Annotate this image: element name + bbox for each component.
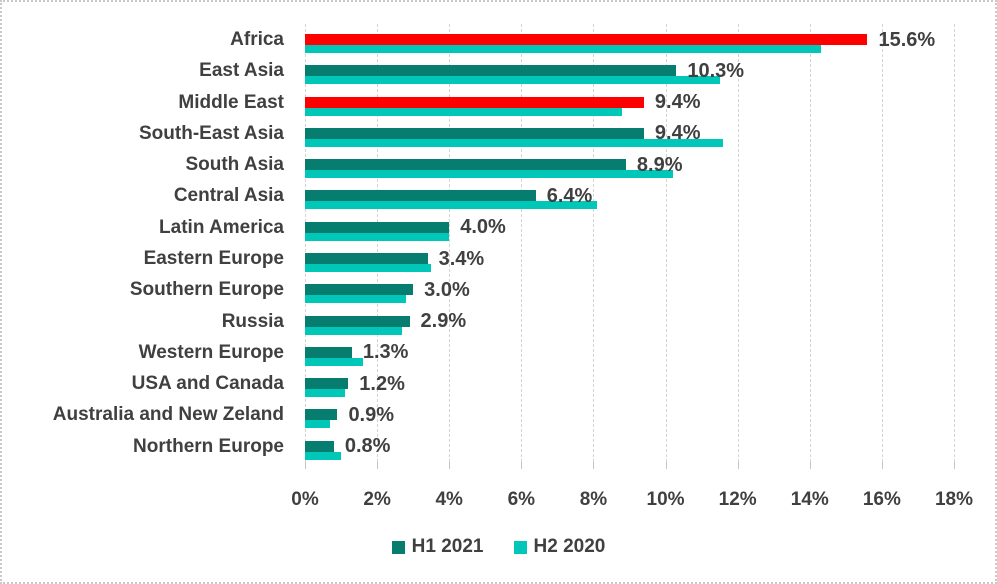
category-label: Western Europe: [138, 341, 284, 363]
data-label: 9.4%: [654, 91, 701, 114]
x-axis-tick: [449, 462, 451, 469]
gridline: [593, 24, 595, 462]
bar-h2-2020: [305, 138, 724, 147]
bar-h1-2021: [305, 221, 450, 233]
category-label: Central Asia: [173, 185, 284, 207]
x-axis-tick-label: 12%: [718, 489, 757, 510]
data-label: 10.3%: [687, 59, 745, 82]
data-label: 3.0%: [424, 278, 470, 301]
x-axis-tick-label: 16%: [862, 489, 901, 510]
data-label: 2.9%: [420, 310, 467, 333]
category-label: South Asia: [185, 154, 284, 176]
gridline: [954, 24, 955, 462]
category-label: Eastern Europe: [143, 248, 284, 269]
gridline: [809, 24, 811, 462]
gridline: [305, 24, 306, 462]
x-axis-tick: [593, 462, 595, 469]
x-axis-tick: [305, 462, 306, 469]
bar-h2-2020: [305, 107, 623, 116]
x-axis-tick: [665, 462, 667, 469]
bar-h1-2021: [305, 378, 349, 390]
x-axis-tick: [954, 462, 955, 469]
x-axis-tick-label: 2%: [363, 489, 391, 510]
bar-h1-2021: [305, 65, 677, 77]
category-label: Latin America: [159, 216, 284, 238]
bar-h2-2020: [305, 420, 331, 429]
x-axis-tick-label: 8%: [579, 489, 608, 510]
bar-h2-2020: [305, 170, 673, 179]
x-axis-tick: [881, 462, 883, 469]
bar-h1-2021: [305, 409, 338, 421]
bar-h2-2020: [305, 264, 432, 272]
category-label: South-East Asia: [139, 122, 284, 144]
legend-item-h1-2021: H1 2021: [391, 536, 484, 558]
legend-label-h2-2020: H2 2020: [533, 536, 606, 557]
bar-h2-2020: [305, 201, 598, 210]
bar-h2-2020: [305, 45, 821, 53]
x-axis-tick-label: 6%: [507, 489, 536, 510]
category-label: Australia and New Zeland: [52, 404, 284, 426]
x-axis-tick-label: 10%: [646, 489, 685, 510]
data-label: 1.3%: [362, 341, 409, 364]
data-label: 0.8%: [344, 435, 391, 458]
category-label: Northern Europe: [133, 435, 284, 457]
x-axis-tick: [377, 462, 379, 469]
x-axis-tick: [809, 462, 811, 469]
bar-h1-2021: [305, 346, 352, 358]
gridline: [449, 24, 451, 462]
bar-h2-2020: [305, 389, 345, 398]
x-axis-tick-label: 0%: [291, 489, 319, 510]
bar-h1-2021: [305, 34, 868, 45]
gridline: [665, 24, 667, 462]
data-label: 8.9%: [636, 153, 683, 176]
legend-label-h1-2021: H1 2021: [411, 536, 484, 557]
bar-h1-2021: [305, 253, 428, 264]
category-label: Africa: [230, 29, 284, 50]
category-label: USA and Canada: [131, 373, 284, 395]
data-label: 3.4%: [438, 247, 485, 270]
legend-swatch-h2-2020: [513, 540, 527, 554]
bar-h1-2021: [305, 284, 414, 296]
data-label: 6.4%: [546, 184, 593, 207]
bar-h2-2020: [305, 232, 450, 241]
bar-h1-2021: [305, 190, 536, 202]
legend: H1 2021 H2 2020: [2, 536, 995, 558]
bar-h1-2021: [305, 127, 644, 139]
x-axis-tick: [521, 462, 523, 469]
data-label: 4.0%: [460, 216, 506, 239]
bar-h2-2020: [305, 326, 403, 335]
bar-h2-2020: [305, 451, 342, 460]
category-label: Southern Europe: [129, 279, 284, 301]
bar-h1-2021: [305, 315, 410, 327]
x-axis-tick-label: 18%: [934, 489, 974, 510]
bar-h1-2021: [305, 159, 626, 171]
category-label: Russia: [221, 310, 284, 332]
data-label: 1.2%: [359, 372, 405, 395]
bar-h1-2021: [305, 440, 334, 452]
gridline: [521, 24, 523, 462]
legend-item-h2-2020: H2 2020: [513, 536, 606, 558]
data-label: 9.4%: [654, 122, 701, 145]
legend-swatch-h1-2021: [391, 540, 405, 554]
category-label: East Asia: [199, 60, 284, 82]
x-axis-tick-label: 14%: [790, 489, 829, 510]
gridline: [377, 24, 379, 462]
data-label: 15.6%: [878, 28, 936, 51]
gridline: [881, 24, 883, 462]
x-axis-tick: [737, 462, 739, 469]
gridline: [737, 24, 739, 462]
bar-h1-2021: [305, 96, 644, 108]
category-label: Middle East: [178, 91, 284, 113]
data-label: 0.9%: [348, 403, 395, 426]
bar-h2-2020: [305, 76, 720, 85]
x-axis-tick-label: 4%: [435, 489, 463, 510]
bar-h2-2020: [305, 357, 363, 366]
bar-h2-2020: [305, 295, 406, 304]
